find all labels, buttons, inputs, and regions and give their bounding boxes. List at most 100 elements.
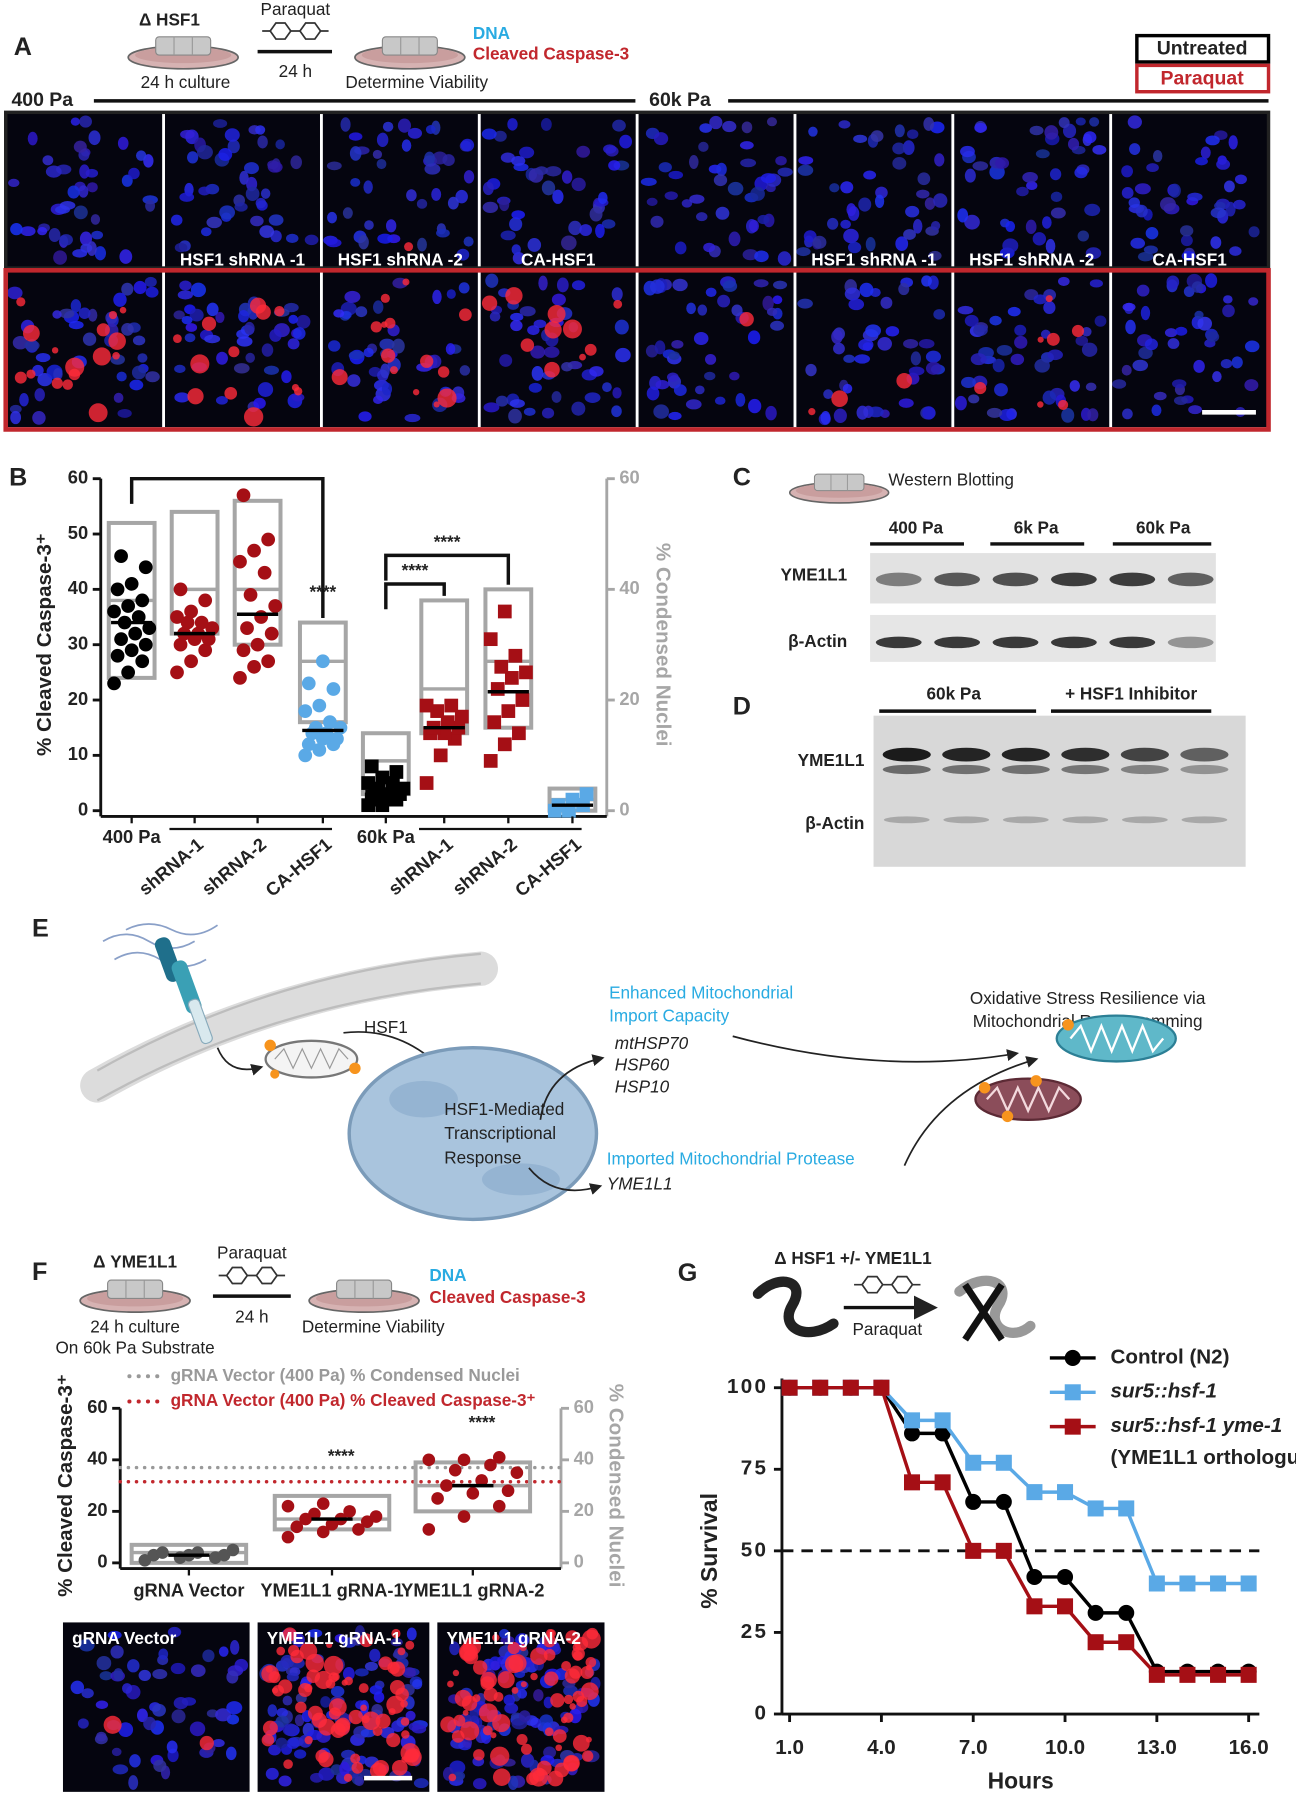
point bbox=[110, 582, 125, 597]
caspase-signal bbox=[497, 1671, 515, 1689]
nucleus bbox=[177, 290, 193, 300]
y-tick-label: 20 bbox=[68, 688, 88, 709]
nucleus bbox=[716, 162, 727, 176]
nucleus bbox=[263, 365, 279, 375]
nucleus bbox=[1067, 137, 1080, 151]
nucleus bbox=[922, 406, 936, 420]
caspase-signal bbox=[563, 1694, 574, 1705]
caspase-signal bbox=[585, 1656, 597, 1668]
nucleus bbox=[535, 166, 549, 176]
nucleus bbox=[1206, 331, 1220, 343]
nucleus bbox=[1069, 380, 1081, 392]
point bbox=[191, 1546, 205, 1559]
dish-icon bbox=[127, 35, 239, 70]
nucleus bbox=[770, 320, 785, 331]
caspase-signal bbox=[380, 293, 390, 303]
caspase-signal bbox=[896, 372, 913, 389]
point bbox=[965, 1454, 982, 1471]
nucleus bbox=[379, 338, 395, 351]
caspase-signal bbox=[350, 1753, 361, 1764]
nucleus bbox=[121, 322, 134, 336]
image-label: HSF1 shRNA -1 bbox=[811, 250, 937, 270]
nucleus bbox=[1042, 216, 1052, 229]
nucleus bbox=[1166, 275, 1180, 289]
nucleus bbox=[500, 230, 516, 241]
caspase-signal bbox=[520, 1743, 532, 1755]
nucleus bbox=[974, 122, 987, 133]
nucleus bbox=[257, 382, 274, 397]
point bbox=[1057, 1568, 1074, 1585]
nucleus bbox=[1010, 353, 1025, 366]
caspase-signal bbox=[265, 1665, 273, 1673]
point bbox=[250, 637, 265, 652]
nucleus bbox=[640, 177, 657, 186]
x-tick-label: 400 Pa bbox=[103, 826, 162, 847]
nucleus bbox=[285, 233, 299, 243]
nucleus bbox=[358, 234, 369, 250]
nucleus bbox=[1085, 247, 1102, 260]
nucleus bbox=[561, 235, 577, 251]
nucleus bbox=[748, 219, 759, 233]
nucleus bbox=[902, 140, 915, 155]
nucleus bbox=[957, 208, 969, 223]
band bbox=[1167, 572, 1214, 587]
caspase-signal bbox=[472, 1694, 481, 1703]
nucleus bbox=[294, 1714, 305, 1727]
nucleus bbox=[1084, 203, 1101, 217]
nucleus bbox=[1248, 226, 1260, 238]
nucleus bbox=[989, 315, 1002, 326]
nucleus bbox=[1143, 245, 1158, 254]
point bbox=[107, 604, 121, 619]
point bbox=[261, 532, 276, 547]
nucleus bbox=[10, 410, 22, 425]
nucleus bbox=[603, 144, 617, 154]
nucleus bbox=[119, 249, 133, 264]
nucleus bbox=[145, 286, 159, 298]
nucleus bbox=[320, 1696, 331, 1708]
lane-label: 60k Pa bbox=[1136, 518, 1191, 538]
nucleus bbox=[1032, 232, 1047, 246]
nucleus bbox=[42, 155, 54, 166]
nucleus bbox=[739, 141, 754, 150]
nucleus bbox=[48, 228, 61, 243]
caspase-signal bbox=[460, 1721, 480, 1741]
nucleus bbox=[1002, 238, 1019, 253]
nucleus bbox=[328, 340, 341, 352]
nucleus bbox=[406, 1627, 417, 1641]
legend-box bbox=[1135, 63, 1271, 94]
caspase-signal bbox=[552, 1729, 567, 1743]
point bbox=[281, 1530, 295, 1544]
nucleus bbox=[541, 180, 556, 196]
nucleus bbox=[402, 1667, 416, 1679]
nucleus bbox=[455, 189, 468, 204]
nucleus bbox=[1081, 342, 1098, 357]
caspase-signal bbox=[282, 1627, 297, 1642]
nucleus bbox=[925, 361, 942, 375]
nucleus bbox=[79, 115, 92, 128]
nucleus bbox=[509, 399, 525, 408]
nucleus bbox=[664, 191, 678, 200]
outcome: Oxidative Stress Resilience via bbox=[970, 988, 1206, 1008]
legend-note: (YME1L1 orthologue) bbox=[1111, 1446, 1296, 1469]
caspase-signal bbox=[108, 332, 126, 350]
nucleus bbox=[895, 236, 909, 252]
caspase-signal bbox=[103, 1715, 122, 1734]
point bbox=[247, 543, 261, 558]
caspase-signal bbox=[448, 1773, 457, 1782]
nucleus bbox=[493, 130, 507, 142]
nucleus bbox=[528, 382, 542, 393]
stain: Cleaved Caspase-3 bbox=[429, 1287, 585, 1307]
nucleus bbox=[1216, 158, 1231, 170]
x-tick-label: 4.0 bbox=[867, 1736, 896, 1759]
sig-label: **** bbox=[402, 560, 429, 580]
caspase-signal bbox=[331, 369, 348, 386]
y-tick-label: 100 bbox=[727, 1375, 768, 1398]
nucleus bbox=[170, 214, 183, 226]
nucleus bbox=[1220, 359, 1233, 369]
nucleus bbox=[128, 167, 140, 180]
nucleus bbox=[449, 1760, 466, 1775]
nucleus bbox=[519, 306, 536, 317]
point bbox=[475, 1474, 488, 1487]
nucleus bbox=[910, 351, 922, 366]
band bbox=[1109, 636, 1156, 649]
